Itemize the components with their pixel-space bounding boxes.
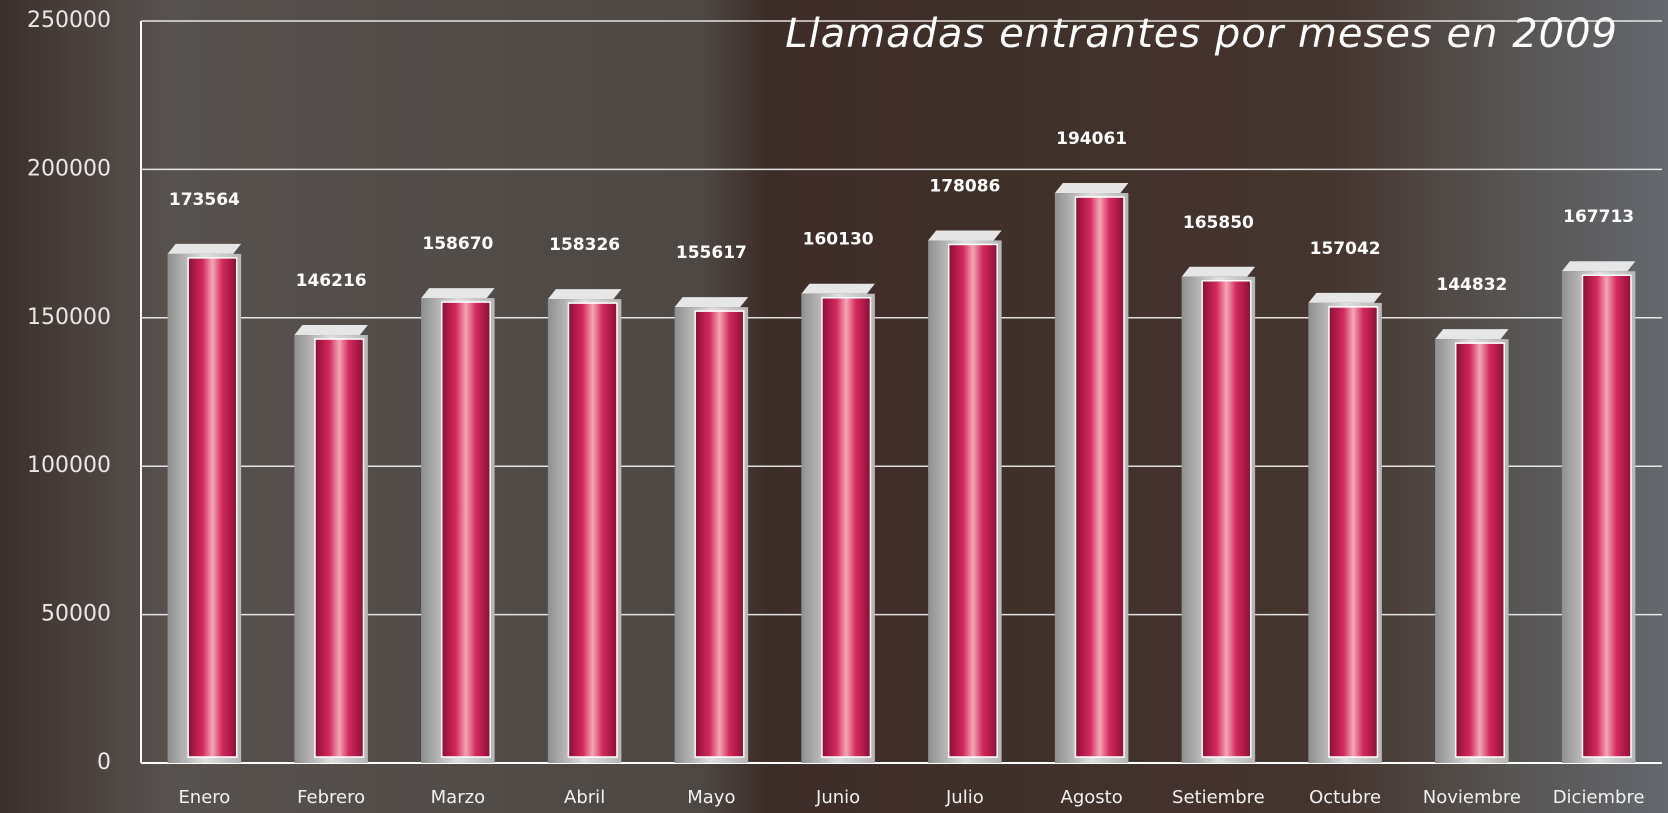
bar-top: [801, 283, 875, 294]
value-label: 167713: [1563, 207, 1634, 227]
x-tick-label: Agosto: [1061, 787, 1123, 808]
x-tick-label: Julio: [945, 787, 984, 808]
value-label: 144832: [1436, 275, 1507, 295]
value-label: 158670: [422, 234, 493, 254]
bar-inner: [1454, 342, 1505, 758]
bar-top: [1054, 183, 1129, 194]
value-label: 155617: [676, 243, 747, 263]
value-label: 173564: [169, 190, 240, 210]
chart-title: Llamadas entrantes por meses en 2009: [785, 11, 1618, 57]
x-tick-label: Junio: [815, 787, 860, 808]
bar-top: [167, 243, 242, 254]
bar-inner: [1074, 196, 1125, 758]
y-tick-label: 0: [97, 750, 111, 775]
bar-inner: [314, 338, 365, 758]
bar-inner: [567, 302, 618, 758]
bar-inner: [1328, 306, 1379, 758]
x-tick-label: Octubre: [1309, 787, 1381, 808]
bar-top: [674, 297, 749, 308]
y-tick-label: 150000: [27, 305, 111, 330]
bar-inner: [947, 243, 998, 758]
y-tick-label: 100000: [27, 453, 111, 478]
bar-top: [421, 288, 495, 299]
value-label: 146216: [296, 271, 367, 291]
bar-inner: [694, 310, 745, 758]
bar-top: [1561, 261, 1636, 272]
x-tick-label: Enero: [178, 787, 230, 808]
value-label: 158326: [549, 235, 620, 255]
bar-inner: [187, 257, 238, 758]
bar-top: [1308, 292, 1382, 303]
bar-top: [1181, 266, 1256, 277]
value-label: 157042: [1310, 239, 1381, 259]
x-tick-label: Diciembre: [1553, 787, 1645, 808]
y-tick-label: 50000: [41, 602, 111, 627]
x-tick-label: Noviembre: [1423, 787, 1521, 808]
value-label: 194061: [1056, 129, 1127, 149]
bar-top: [1435, 329, 1509, 340]
bar-top: [928, 230, 1002, 241]
x-tick-label: Mayo: [687, 787, 735, 808]
bar-inner: [1581, 274, 1632, 758]
bar-inner: [440, 301, 491, 758]
bar-top: [294, 325, 368, 336]
bar-inner: [1201, 280, 1252, 758]
bar-inner: [821, 296, 872, 758]
x-tick-label: Setiembre: [1172, 787, 1265, 808]
bar-top: [547, 289, 622, 300]
x-tick-label: Febrero: [297, 787, 365, 808]
y-tick-label: 200000: [27, 156, 111, 181]
x-tick-label: Abril: [564, 787, 605, 808]
x-tick-label: Marzo: [431, 787, 485, 808]
value-label: 165850: [1183, 213, 1254, 233]
y-tick-label: 250000: [27, 8, 111, 33]
value-label: 178086: [929, 176, 1000, 196]
value-label: 160130: [803, 230, 874, 250]
